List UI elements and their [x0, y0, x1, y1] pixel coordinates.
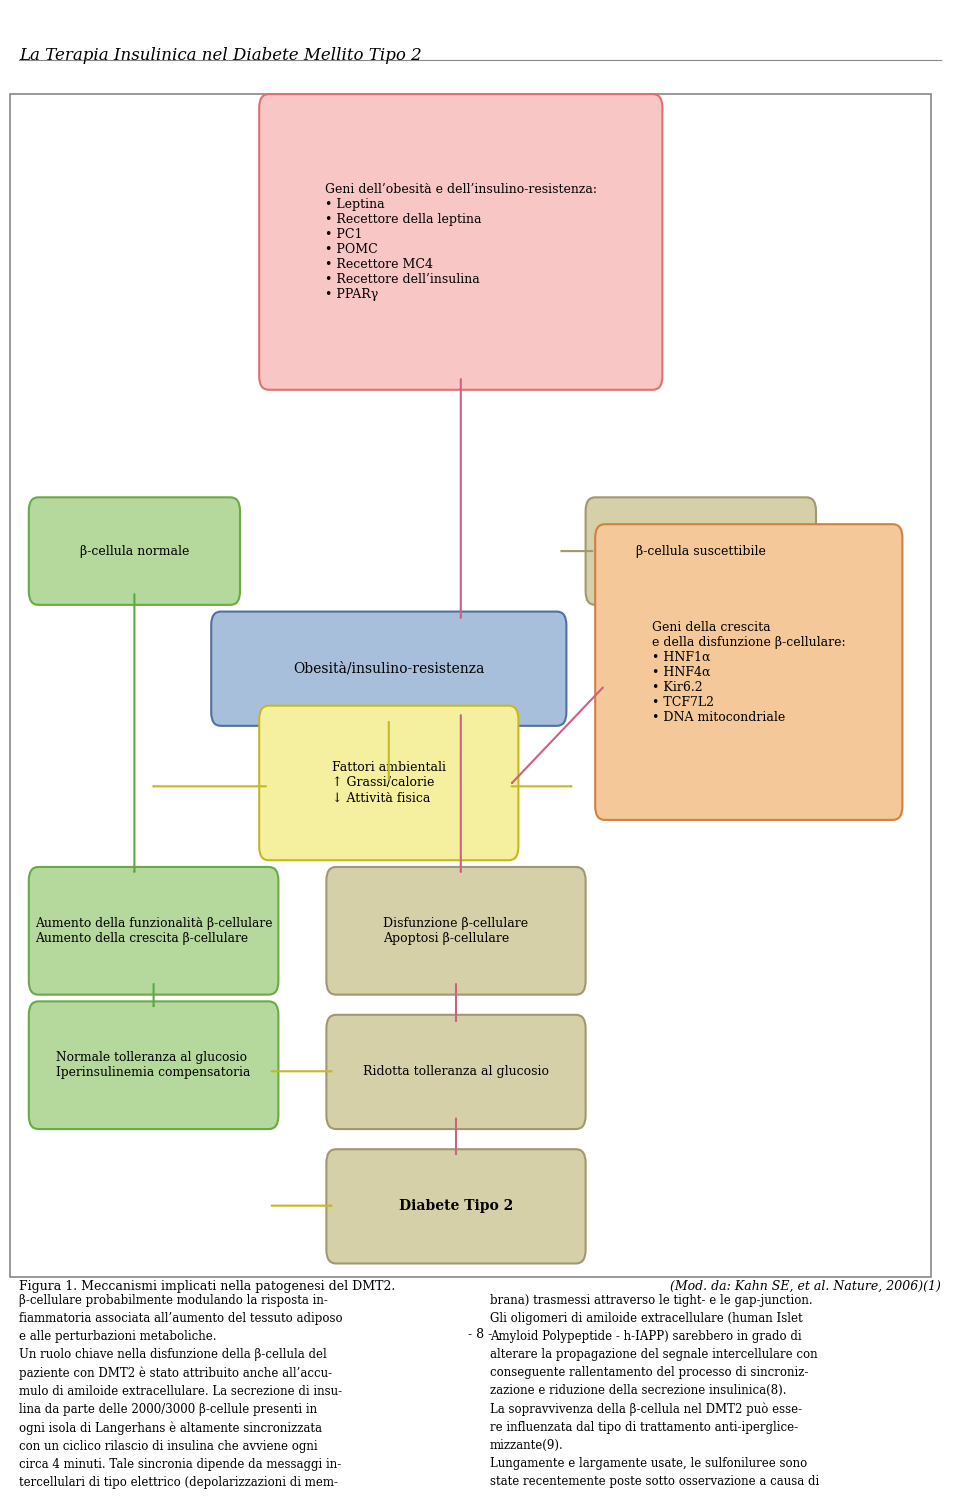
FancyBboxPatch shape — [10, 94, 931, 1278]
FancyBboxPatch shape — [586, 497, 816, 604]
Text: β-cellula normale: β-cellula normale — [80, 545, 189, 558]
Text: Disfunzione β-cellulare
Apoptosi β-cellulare: Disfunzione β-cellulare Apoptosi β-cellu… — [383, 917, 529, 945]
Text: Figura 1. Meccanismi implicati nella patogenesi del DMT2.: Figura 1. Meccanismi implicati nella pat… — [19, 1279, 396, 1293]
FancyBboxPatch shape — [211, 612, 566, 726]
FancyBboxPatch shape — [29, 868, 278, 995]
Text: Obesità/insulino-resistenza: Obesità/insulino-resistenza — [293, 661, 485, 676]
Text: - 8 -: - 8 - — [468, 1328, 492, 1342]
Text: Geni dell’obesità e dell’insulino-resistenza:
• Leptina
• Recettore della leptin: Geni dell’obesità e dell’insulino-resist… — [324, 183, 597, 301]
FancyBboxPatch shape — [29, 497, 240, 604]
Text: β-cellula suscettibile: β-cellula suscettibile — [636, 545, 766, 558]
FancyBboxPatch shape — [29, 1001, 278, 1129]
FancyBboxPatch shape — [259, 706, 518, 860]
Text: (Mod. da: Kahn SE, et al. Nature, 2006)(1): (Mod. da: Kahn SE, et al. Nature, 2006)(… — [670, 1279, 941, 1293]
Text: Aumento della funzionalità β-cellulare
Aumento della crescita β-cellulare: Aumento della funzionalità β-cellulare A… — [35, 917, 273, 945]
Text: β-cellulare probabilmente modulando la risposta in-
fiammatoria associata all’au: β-cellulare probabilmente modulando la r… — [19, 1294, 343, 1489]
Text: Normale tolleranza al glucosio
Iperinsulinemia compensatoria: Normale tolleranza al glucosio Iperinsul… — [57, 1052, 251, 1079]
FancyBboxPatch shape — [326, 1149, 586, 1264]
Text: Geni della crescita
e della disfunzione β-cellulare:
• HNF1α
• HNF4α
• Kir6.2
• : Geni della crescita e della disfunzione … — [652, 621, 846, 724]
FancyBboxPatch shape — [326, 1014, 586, 1129]
FancyBboxPatch shape — [326, 868, 586, 995]
Text: La Terapia Insulinica nel Diabete Mellito Tipo 2: La Terapia Insulinica nel Diabete Mellit… — [19, 46, 422, 64]
Text: Fattori ambientali
↑ Grassi/calorie
↓ Attività fisica: Fattori ambientali ↑ Grassi/calorie ↓ At… — [332, 761, 445, 805]
Text: brana) trasmessi attraverso le tight- e le gap-junction.
Gli oligomeri di amiloi: brana) trasmessi attraverso le tight- e … — [490, 1294, 819, 1489]
FancyBboxPatch shape — [595, 524, 902, 820]
Text: Diabete Tipo 2: Diabete Tipo 2 — [398, 1200, 514, 1213]
Text: Ridotta tolleranza al glucosio: Ridotta tolleranza al glucosio — [363, 1065, 549, 1079]
FancyBboxPatch shape — [259, 94, 662, 390]
